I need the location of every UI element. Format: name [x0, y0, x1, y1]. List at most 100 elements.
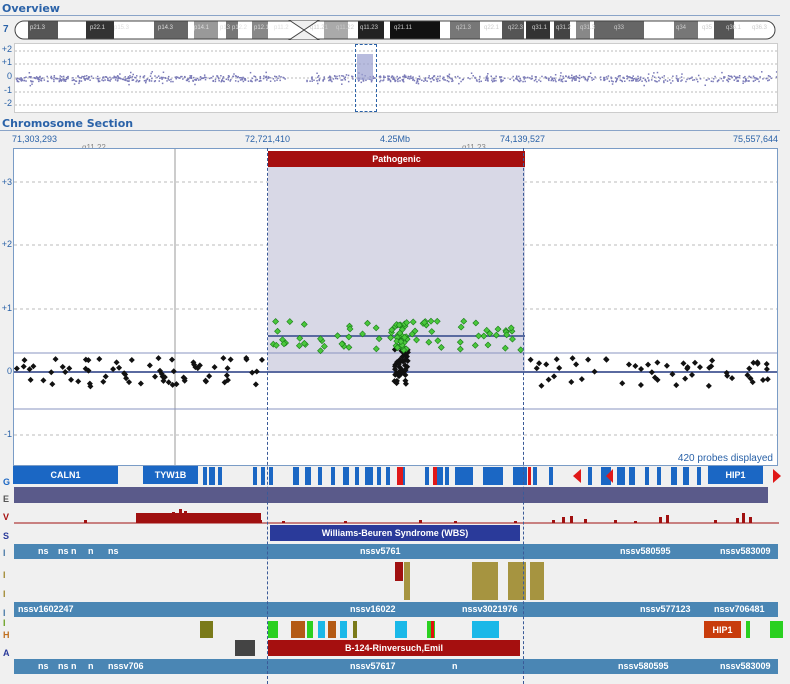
nssv-label[interactable]: nssv5761: [360, 546, 401, 556]
band-label: q36.3: [752, 25, 768, 31]
sec-tick: +1: [1, 303, 12, 313]
color-block[interactable]: [318, 621, 325, 638]
gold-block[interactable]: [530, 562, 544, 600]
nssv-label[interactable]: ns: [38, 546, 49, 556]
band-label: p15.3: [114, 25, 130, 31]
color-block[interactable]: [395, 621, 407, 638]
nssv-label[interactable]: nssv16022: [350, 604, 396, 614]
nssv-label[interactable]: nssv706481: [714, 604, 765, 614]
sample-bar[interactable]: B-124-Rinversuch,Emil: [268, 640, 520, 656]
side-letter: I: [3, 548, 6, 558]
sec-tick: -1: [3, 429, 12, 439]
band-label: p12.2: [232, 25, 248, 31]
band-label: q31.3: [580, 25, 596, 31]
nssv-label[interactable]: ns: [108, 546, 119, 556]
color-block[interactable]: [353, 621, 357, 638]
color-block[interactable]: [200, 621, 213, 638]
band-label: p22.1: [90, 25, 106, 31]
side-letter: I: [3, 618, 6, 628]
nssv-label[interactable]: nssv706: [108, 661, 144, 671]
gene-tyw1b[interactable]: TYW1B: [143, 466, 198, 484]
overview-plot[interactable]: [14, 43, 779, 113]
band-label: q35: [702, 25, 713, 31]
nssv-row-3[interactable]: [14, 659, 778, 674]
color-block[interactable]: [328, 621, 336, 638]
gold-block[interactable]: [508, 562, 526, 600]
nssv-label[interactable]: ns n: [58, 546, 77, 556]
side-letter: V: [3, 512, 10, 522]
syndrome-label: Williams-Beuren Syndrome (WBS): [321, 528, 469, 538]
nssv-row-2[interactable]: [14, 602, 778, 617]
band-label: q11.22: [336, 25, 354, 31]
nssv-label[interactable]: n: [88, 661, 94, 671]
overview-selection-box[interactable]: [355, 44, 377, 112]
variant-density-svg: [14, 509, 779, 524]
nssv-label[interactable]: nssv580595: [620, 546, 671, 556]
section-divider: [0, 130, 780, 131]
sec-tick: 0: [6, 366, 12, 376]
nssv-label[interactable]: nssv583009: [720, 661, 771, 671]
side-letter: S: [3, 531, 10, 541]
gene-hip1[interactable]: HIP1: [708, 466, 763, 484]
side-letter: H: [3, 630, 10, 640]
sample-label: B-124-Rinversuch,Emil: [344, 643, 444, 653]
band-label: q22.1: [484, 25, 500, 31]
probes-count: 420 probes displayed: [677, 453, 773, 464]
side-letter: I: [3, 608, 6, 618]
syndrome-bar[interactable]: Williams-Beuren Syndrome (WBS): [270, 525, 520, 541]
pos-sel-start: 72,721,410: [245, 134, 291, 144]
gene-track[interactable]: CALN1 TYW1B HIP1: [13, 466, 783, 486]
band-label: q36.1: [726, 25, 742, 31]
band-left: q11.22: [82, 143, 106, 152]
section-header: Chromosome Section: [2, 117, 134, 130]
band-label: q33: [614, 25, 625, 31]
band-label: q11.23: [360, 25, 378, 31]
nssv-label[interactable]: nssv1602247: [18, 604, 74, 614]
nssv-label[interactable]: nssv580595: [618, 661, 669, 671]
gene-label: CALN1: [50, 470, 81, 480]
nssv-row-1[interactable]: [14, 544, 778, 559]
gene-caln1[interactable]: CALN1: [13, 466, 118, 484]
color-block[interactable]: [307, 621, 313, 638]
color-block[interactable]: [291, 621, 305, 638]
dark-block[interactable]: [235, 640, 255, 656]
band-label: q22.3: [508, 25, 524, 31]
nssv-label[interactable]: nssv577123: [640, 604, 691, 614]
nssv-label[interactable]: ns n: [58, 661, 77, 671]
gold-block[interactable]: [472, 562, 498, 600]
nssv-label[interactable]: n: [88, 546, 94, 556]
band-label: p13: [220, 25, 231, 31]
hip1-box[interactable]: HIP1: [704, 621, 741, 638]
nssv-label[interactable]: ns: [38, 661, 49, 671]
gold-block[interactable]: [395, 562, 403, 581]
selection-guide-left: [267, 148, 268, 684]
side-letter: A: [3, 648, 10, 658]
band-label: q21.3: [456, 25, 472, 31]
chromosome-number: 7: [3, 24, 9, 35]
ov-tick: -1: [3, 85, 12, 95]
overview-divider: [0, 15, 780, 16]
nssv-label[interactable]: nssv57617: [350, 661, 396, 671]
band-label: q11.21: [310, 25, 328, 31]
section-plot[interactable]: Pathogenic 420 probes displayed: [13, 148, 778, 466]
band-label: p14.1: [194, 25, 210, 31]
color-block[interactable]: [770, 621, 783, 638]
nssv-label[interactable]: nssv3021976: [462, 604, 518, 614]
color-block[interactable]: [340, 621, 347, 638]
overview-header: Overview: [2, 2, 60, 15]
e-track-bar[interactable]: [14, 487, 768, 503]
side-letter: I: [3, 589, 6, 599]
gold-block[interactable]: [404, 562, 410, 600]
nssv-label[interactable]: n: [452, 661, 458, 671]
color-block[interactable]: [431, 621, 434, 638]
ov-tick: +2: [1, 44, 12, 54]
nssv-label[interactable]: nssv583009: [720, 546, 771, 556]
pathogenic-label: Pathogenic: [372, 154, 421, 164]
color-block[interactable]: [472, 621, 499, 638]
gold-blocks: [0, 560, 790, 600]
size-label: 4.25Mb: [380, 134, 411, 144]
color-block[interactable]: [746, 621, 750, 638]
pathogenic-bar[interactable]: Pathogenic: [268, 151, 525, 167]
chromosome-ideogram[interactable]: p21.3 p22.1 p15.3 p14.3 p14.1 p13 p12.2 p12.1 p1…: [14, 19, 776, 41]
color-block[interactable]: [268, 621, 278, 638]
